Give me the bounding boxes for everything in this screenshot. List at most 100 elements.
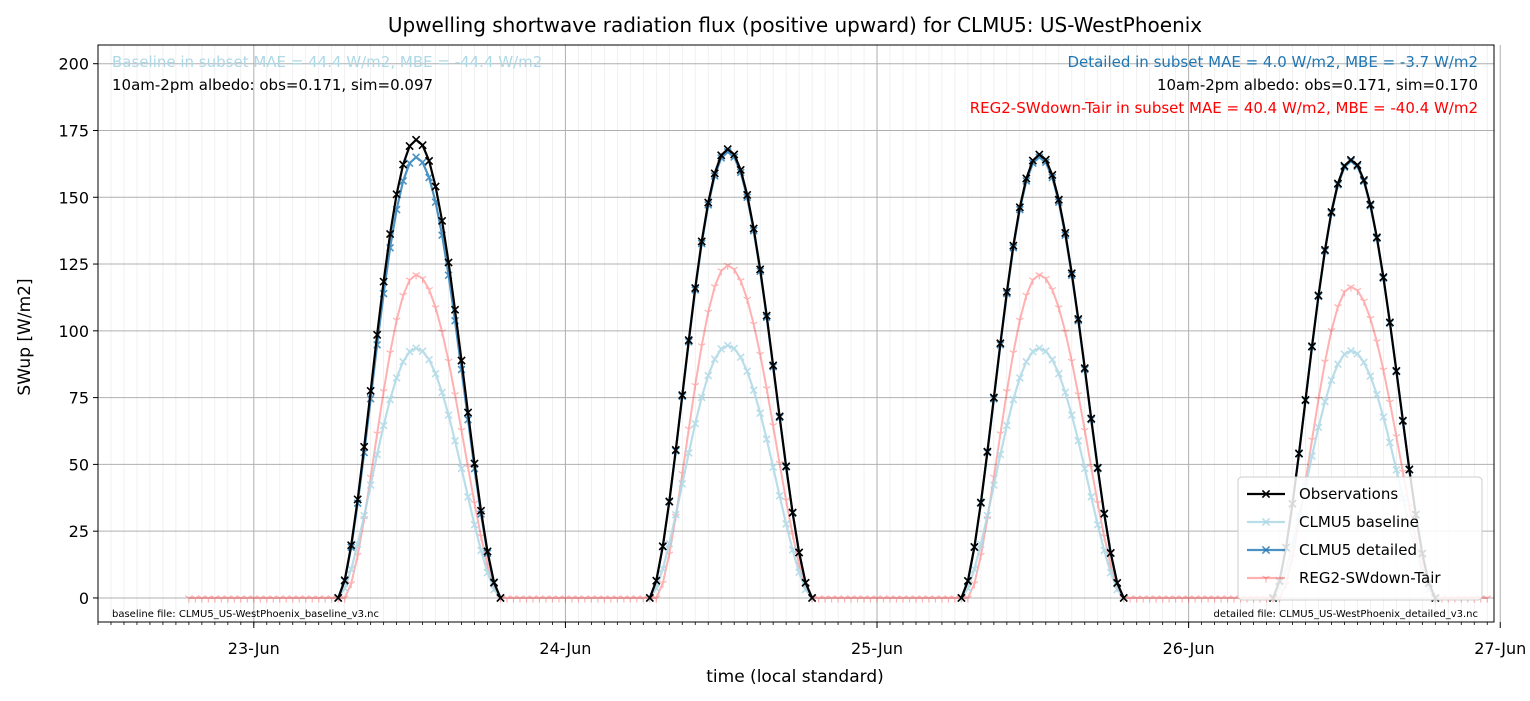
data-point [366, 481, 375, 490]
y-tick-label: 25 [69, 522, 89, 541]
data-point [580, 595, 589, 603]
data-point [983, 447, 992, 456]
data-point [437, 216, 447, 226]
data-point [1080, 363, 1089, 373]
data-point [470, 459, 479, 468]
data-point [1223, 595, 1232, 603]
data-point [853, 595, 862, 603]
data-point [269, 595, 278, 603]
data-point [873, 595, 881, 603]
data-point [1347, 284, 1355, 292]
data-point [516, 595, 524, 603]
data-point [1061, 228, 1070, 238]
data-point [548, 595, 557, 603]
data-point [925, 595, 933, 603]
data-point [951, 595, 959, 603]
data-point [600, 595, 609, 603]
data-point [736, 353, 745, 362]
data-point [1314, 396, 1323, 404]
data-point [756, 409, 765, 418]
data-point [496, 593, 505, 603]
chart-title: Upwelling shortwave radiation flux (posi… [388, 13, 1202, 37]
data-point [1327, 376, 1336, 385]
data-point [444, 358, 453, 366]
data-point [1074, 314, 1083, 324]
data-point [1132, 595, 1141, 603]
data-point [658, 564, 667, 573]
data-point [1372, 233, 1382, 242]
data-point [210, 595, 219, 603]
data-point [996, 431, 1005, 439]
data-point [425, 173, 434, 182]
data-point [905, 595, 914, 603]
data-point [678, 390, 687, 400]
data-point [438, 388, 447, 397]
data-point [1158, 595, 1167, 603]
data-point [431, 305, 440, 313]
data-point [1385, 399, 1394, 407]
data-point [1165, 595, 1174, 603]
data-point [1392, 433, 1401, 442]
data-point [360, 511, 369, 520]
data-point [1048, 355, 1057, 364]
data-point [386, 395, 395, 404]
data-point [1119, 593, 1128, 603]
data-point [399, 292, 408, 301]
data-point [1320, 245, 1330, 255]
data-point [762, 435, 771, 444]
data-point [347, 565, 356, 574]
data-point [1392, 366, 1401, 376]
y-tick-label: 50 [69, 455, 89, 474]
y-axis: 0 25 50 75 100 125 150 175 200 [58, 55, 98, 608]
data-point [405, 159, 414, 168]
data-point [866, 595, 875, 603]
legend-label: REG2-SWdown-Tair [1299, 569, 1441, 587]
data-point [1353, 287, 1362, 295]
legend-marker [1261, 545, 1271, 555]
data-point [489, 578, 499, 587]
data-point [1379, 367, 1388, 375]
data-point [288, 595, 297, 603]
data-point [1100, 546, 1109, 555]
data-point [775, 460, 784, 468]
data-point [529, 595, 537, 603]
data-point [425, 286, 433, 295]
data-point [639, 595, 648, 603]
data-point [282, 595, 291, 603]
data-point [347, 541, 356, 550]
data-point [1041, 155, 1050, 164]
data-point [1067, 358, 1076, 366]
data-point [1022, 292, 1031, 301]
data-point [769, 422, 778, 431]
data-point [223, 595, 232, 603]
data-point [1366, 315, 1375, 324]
data-point [1314, 291, 1323, 300]
data-point [379, 421, 388, 430]
data-point [768, 361, 778, 370]
data-point [1340, 161, 1349, 171]
data-point [295, 595, 304, 603]
data-point [431, 369, 440, 378]
data-point [1359, 175, 1369, 185]
data-point [308, 595, 317, 603]
data-point [1093, 463, 1102, 473]
data-point [321, 595, 330, 603]
data-point [710, 283, 719, 292]
data-point [535, 595, 544, 603]
data-point [1054, 305, 1063, 313]
x-tick-label: 26-Jun [1163, 639, 1215, 658]
data-point [386, 350, 395, 358]
data-point [691, 419, 700, 428]
data-point [723, 262, 732, 270]
y-tick-label: 200 [58, 55, 89, 74]
data-point [301, 595, 310, 603]
data-point [1028, 277, 1037, 285]
x-tick-label: 27-Jun [1474, 639, 1526, 658]
data-point [451, 391, 459, 400]
data-point [658, 542, 667, 551]
y-tick-label: 100 [58, 322, 89, 341]
data-point [392, 373, 401, 382]
data-point [807, 593, 817, 603]
data-point [730, 344, 739, 353]
data-point [405, 277, 414, 285]
